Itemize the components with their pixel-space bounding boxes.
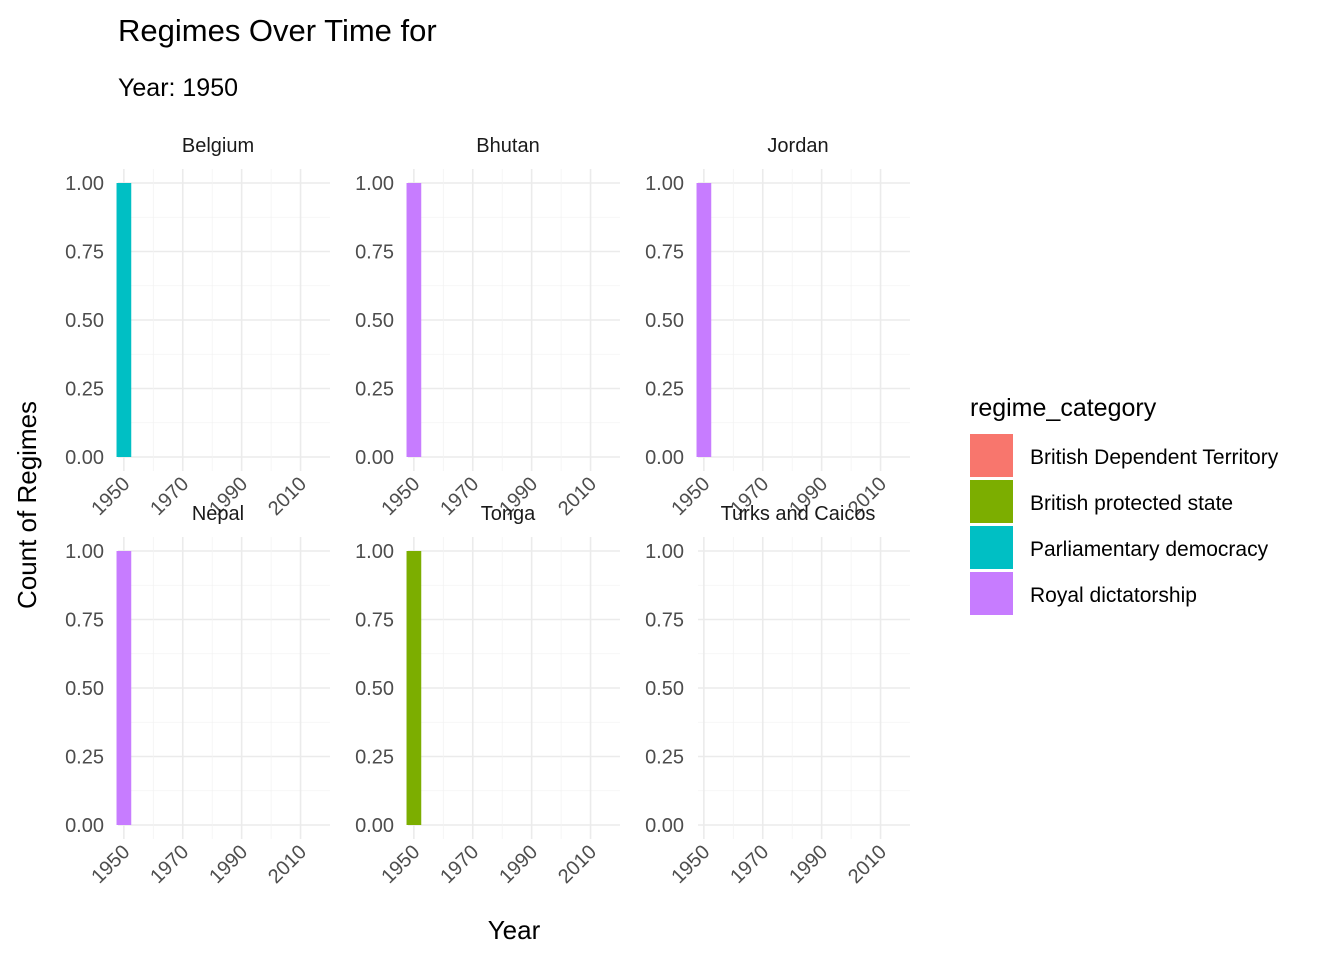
y-tick-label: 1.00 xyxy=(645,541,684,563)
facet-strip-label: Belgium xyxy=(182,135,254,157)
y-tick-label: 0.50 xyxy=(645,310,684,332)
facet-strip-label: Tonga xyxy=(481,503,536,525)
legend-item: Royal dictatorship xyxy=(970,572,1197,615)
x-tick-label: 1950 xyxy=(87,473,134,520)
y-tick-label: 0.00 xyxy=(645,815,684,837)
y-axis-title: Count of Regimes xyxy=(12,401,42,609)
y-tick-label: 0.00 xyxy=(645,447,684,469)
bar xyxy=(406,183,422,457)
bar xyxy=(116,551,132,825)
x-tick-label: 1950 xyxy=(667,473,714,520)
y-tick-label: 1.00 xyxy=(65,541,104,563)
y-tick-label: 0.75 xyxy=(355,242,394,264)
x-tick-label: 1970 xyxy=(146,473,193,520)
y-tick-label: 0.00 xyxy=(65,815,104,837)
legend-title: regime_category xyxy=(970,394,1157,422)
x-tick-label: 1970 xyxy=(436,841,483,888)
legend: regime_category British Dependent Territ… xyxy=(970,394,1279,615)
legend-item: British protected state xyxy=(970,480,1233,523)
legend-swatch xyxy=(970,480,1013,523)
legend-item: British Dependent Territory xyxy=(970,434,1279,477)
x-tick-label: 1970 xyxy=(146,841,193,888)
y-tick-label: 0.25 xyxy=(355,379,394,401)
x-tick-label: 2010 xyxy=(264,841,311,888)
y-tick-label: 0.25 xyxy=(65,379,104,401)
facet-strip-label: Bhutan xyxy=(476,135,539,157)
y-tick-label: 0.25 xyxy=(355,747,394,769)
y-tick-label: 0.50 xyxy=(65,678,104,700)
facet-panel: 0.00 0.25 0.50 0.75 1.00 1950 1970 1990 2010 Turk… xyxy=(645,503,910,888)
y-tick-label: 0.75 xyxy=(65,610,104,632)
y-tick-label: 0.50 xyxy=(65,310,104,332)
facet-strip-label: Nepal xyxy=(192,503,244,525)
legend-label: Parliamentary democracy xyxy=(1030,538,1269,561)
x-tick-label: 1950 xyxy=(87,841,134,888)
y-tick-label: 0.50 xyxy=(645,678,684,700)
y-tick-label: 0.25 xyxy=(645,747,684,769)
legend-swatch xyxy=(970,526,1013,569)
x-tick-label: 1950 xyxy=(377,841,424,888)
x-tick-label: 1990 xyxy=(495,841,542,888)
y-tick-label: 0.25 xyxy=(65,747,104,769)
y-tick-label: 1.00 xyxy=(355,541,394,563)
legend-label: British Dependent Territory xyxy=(1030,446,1279,469)
legend-swatch xyxy=(970,572,1013,615)
bar xyxy=(406,551,422,825)
chart-subtitle: Year: 1950 xyxy=(118,74,238,102)
x-tick-label: 1990 xyxy=(785,841,832,888)
x-tick-label: 2010 xyxy=(554,473,601,520)
y-tick-label: 0.75 xyxy=(645,610,684,632)
x-tick-label: 1970 xyxy=(726,841,773,888)
y-tick-label: 0.75 xyxy=(355,610,394,632)
x-tick-label: 1970 xyxy=(436,473,483,520)
y-tick-label: 1.00 xyxy=(355,173,394,195)
y-tick-label: 0.50 xyxy=(355,310,394,332)
legend-label: Royal dictatorship xyxy=(1030,584,1197,607)
facet-panels: 0.00 0.25 0.50 0.75 1.00 1950 1970 1990 2010 Belg… xyxy=(65,135,910,888)
y-tick-label: 0.75 xyxy=(65,242,104,264)
y-tick-label: 0.50 xyxy=(355,678,394,700)
x-tick-label: 2010 xyxy=(844,841,891,888)
bar xyxy=(116,183,132,457)
x-tick-label: 1990 xyxy=(205,841,252,888)
facet-strip-label: Jordan xyxy=(767,135,828,157)
legend-swatch xyxy=(970,434,1013,477)
y-tick-label: 0.25 xyxy=(645,379,684,401)
legend-item: Parliamentary democracy xyxy=(970,526,1269,569)
facet-strip-label: Turks and Caicos xyxy=(721,503,876,525)
facet-panel: 0.00 0.25 0.50 0.75 1.00 1950 1970 1990 2010 Nepa… xyxy=(65,503,330,888)
y-tick-label: 1.00 xyxy=(645,173,684,195)
y-tick-label: 0.00 xyxy=(355,447,394,469)
y-tick-label: 0.75 xyxy=(645,242,684,264)
chart-title: Regimes Over Time for xyxy=(118,13,437,48)
y-tick-label: 1.00 xyxy=(65,173,104,195)
x-tick-label: 1950 xyxy=(377,473,424,520)
bar xyxy=(696,183,712,457)
y-tick-label: 0.00 xyxy=(65,447,104,469)
x-tick-label: 2010 xyxy=(264,473,311,520)
x-axis-title: Year xyxy=(488,915,541,945)
x-tick-label: 2010 xyxy=(554,841,601,888)
x-tick-label: 1950 xyxy=(667,841,714,888)
legend-label: British protected state xyxy=(1030,492,1233,515)
y-tick-label: 0.00 xyxy=(355,815,394,837)
facet-panel: 0.00 0.25 0.50 0.75 1.00 1950 1970 1990 2010 Tong… xyxy=(355,503,620,888)
